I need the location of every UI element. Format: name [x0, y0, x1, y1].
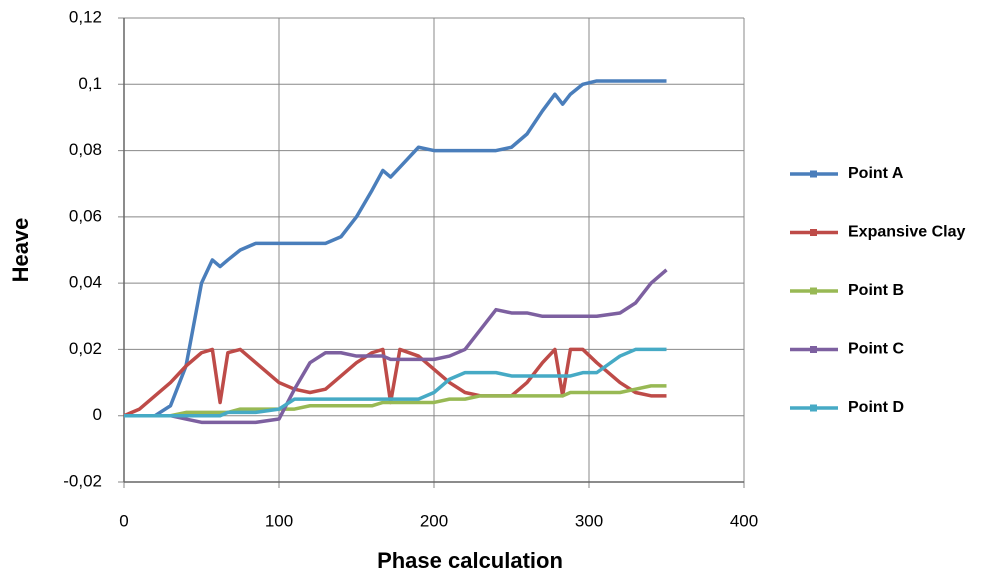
- legend-marker: [810, 170, 817, 178]
- series-line: [124, 384, 667, 418]
- x-tick-label: 0: [119, 511, 128, 530]
- y-tick-label: 0,1: [78, 74, 102, 93]
- legend-label: Point D: [848, 399, 904, 416]
- legend-label: Expansive Clay: [848, 224, 966, 241]
- legend-marker: [810, 404, 817, 412]
- legend-marker: [810, 287, 817, 295]
- y-tick-label: 0,02: [69, 339, 102, 358]
- y-tick-label: 0,06: [69, 206, 102, 225]
- x-tick-label: 200: [420, 511, 448, 530]
- y-axis-title: Heave: [8, 218, 33, 283]
- y-tick-label: 0,12: [69, 7, 102, 26]
- legend-label: Point B: [848, 282, 904, 299]
- legend-marker: [810, 346, 817, 353]
- x-tick-label: 400: [730, 511, 758, 530]
- x-tick-label: 100: [265, 511, 293, 530]
- y-tick-label: 0,04: [69, 273, 102, 292]
- legend-label: Point A: [848, 165, 904, 182]
- legend-marker: [810, 229, 817, 236]
- series-line: [124, 268, 668, 425]
- x-axis-title: Phase calculation: [377, 548, 563, 573]
- y-tick-label: 0,08: [69, 140, 102, 159]
- y-tick-label: -0,02: [63, 471, 102, 490]
- series-line: [124, 79, 667, 418]
- series-line: [124, 347, 667, 418]
- x-tick-label: 300: [575, 511, 603, 530]
- y-tick-label: 0: [93, 405, 102, 424]
- legend-label: Point C: [848, 341, 904, 358]
